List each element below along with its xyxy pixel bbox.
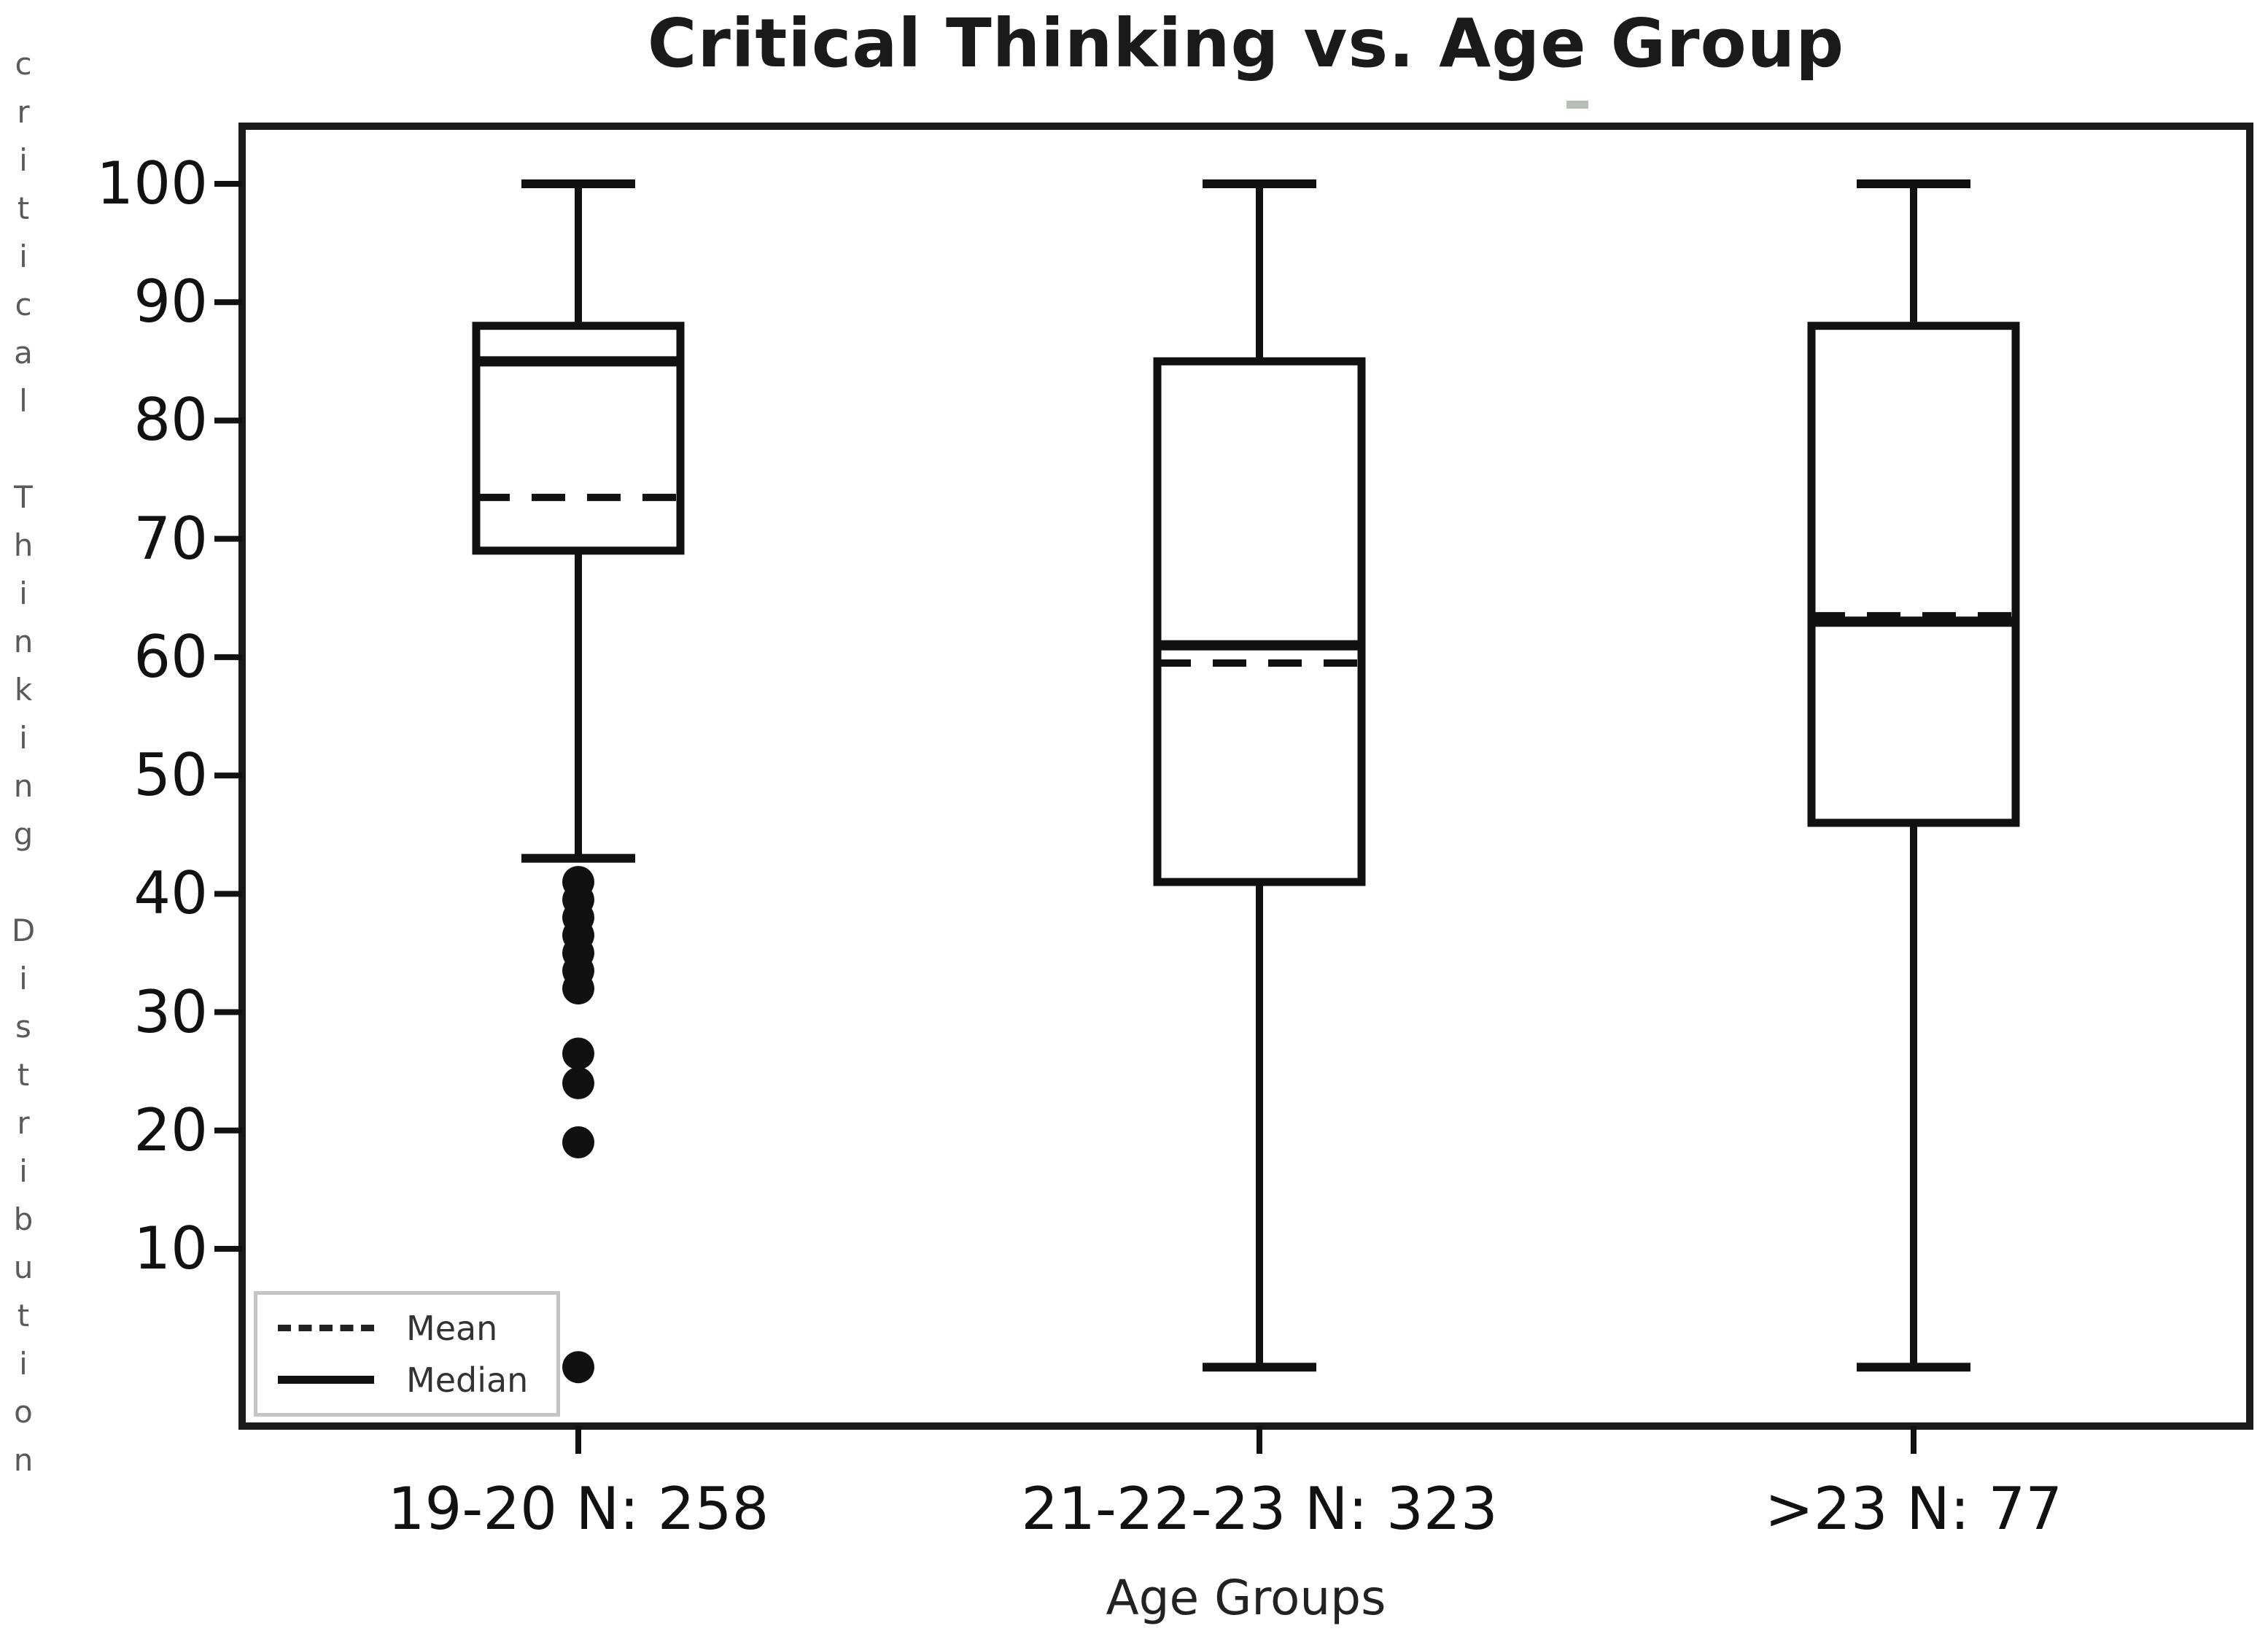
y-axis-label-letter: t: [17, 190, 30, 226]
y-axis-label-letter: r: [17, 1105, 30, 1141]
y-tick-label: 10: [133, 1214, 208, 1282]
y-tick-label: 50: [133, 741, 208, 810]
y-axis-label-letter: T: [14, 479, 33, 515]
y-axis-label-letter: l: [19, 383, 28, 419]
y-axis-label-letter: i: [19, 576, 28, 611]
y-axis-label-letter: D: [11, 913, 36, 948]
x-axis-label: Age Groups: [1106, 1570, 1386, 1626]
outlier-dot: [562, 972, 594, 1005]
y-axis-label-letter: r: [17, 94, 30, 130]
y-tick-label: 20: [133, 1096, 208, 1164]
outlier-dot: [562, 1351, 594, 1384]
y-axis-label-letter: i: [19, 961, 28, 996]
y-axis-label-letter: i: [19, 142, 28, 178]
legend-label-median: Median: [406, 1360, 529, 1400]
y-axis-label-letter: a: [14, 335, 33, 371]
chart-title: Critical Thinking vs. Age Group: [647, 4, 1845, 82]
mean-dashed-line-sample: [278, 1325, 374, 1331]
y-tick-label: 80: [133, 386, 208, 454]
y-axis-label-letter: g: [13, 816, 34, 852]
outlier-dot: [562, 1037, 594, 1070]
y-axis-label-letter: i: [19, 720, 28, 756]
y-axis-label-letter: c: [15, 46, 32, 82]
median-solid-line-sample: [278, 1376, 374, 1384]
y-axis-label-letter: n: [13, 1442, 34, 1478]
y-axis-label-letter: h: [13, 527, 34, 563]
iqr-box: [1807, 322, 2020, 827]
y-axis-label-letter: i: [19, 239, 28, 274]
y-axis-label-letter: n: [13, 624, 34, 659]
y-axis-label-letter: u: [13, 1250, 34, 1285]
legend-item-mean: Mean: [278, 1309, 556, 1348]
y-axis-label-letter: t: [17, 1298, 30, 1333]
legend-label-mean: Mean: [406, 1308, 498, 1348]
y-axis-label-letter: i: [19, 1346, 28, 1382]
y-tick-label: 100: [96, 150, 208, 217]
y-tick-label: 70: [133, 504, 208, 573]
y-axis-label-letter: t: [17, 1057, 30, 1093]
x-tick-label: >23 N: 77: [1764, 1475, 2063, 1543]
y-axis-label-letter: k: [14, 672, 33, 708]
x-tick-label: 21-22-23 N: 323: [1021, 1475, 1498, 1543]
y-axis-label-letter: i: [19, 1153, 28, 1189]
y-axis-label-letter: c: [15, 287, 32, 322]
y-tick-label: 30: [133, 977, 208, 1046]
stray-artifact-mark: [1566, 101, 1588, 109]
y-axis-label-letter: b: [13, 1201, 34, 1237]
legend: Mean Median: [254, 1291, 560, 1417]
iqr-box: [1153, 357, 1366, 886]
y-tick-label: 40: [133, 859, 208, 928]
legend-item-median: Median: [278, 1360, 556, 1400]
y-axis-label-letter: s: [15, 1009, 31, 1045]
y-tick-label: 90: [133, 268, 208, 336]
y-axis-label-letter: o: [14, 1394, 33, 1430]
outlier-dot: [562, 1126, 594, 1158]
x-tick-label: 19-20 N: 258: [387, 1475, 769, 1543]
y-axis-label-letter: n: [13, 768, 34, 804]
y-tick-label: 60: [133, 622, 208, 691]
outlier-dot: [562, 1066, 594, 1099]
